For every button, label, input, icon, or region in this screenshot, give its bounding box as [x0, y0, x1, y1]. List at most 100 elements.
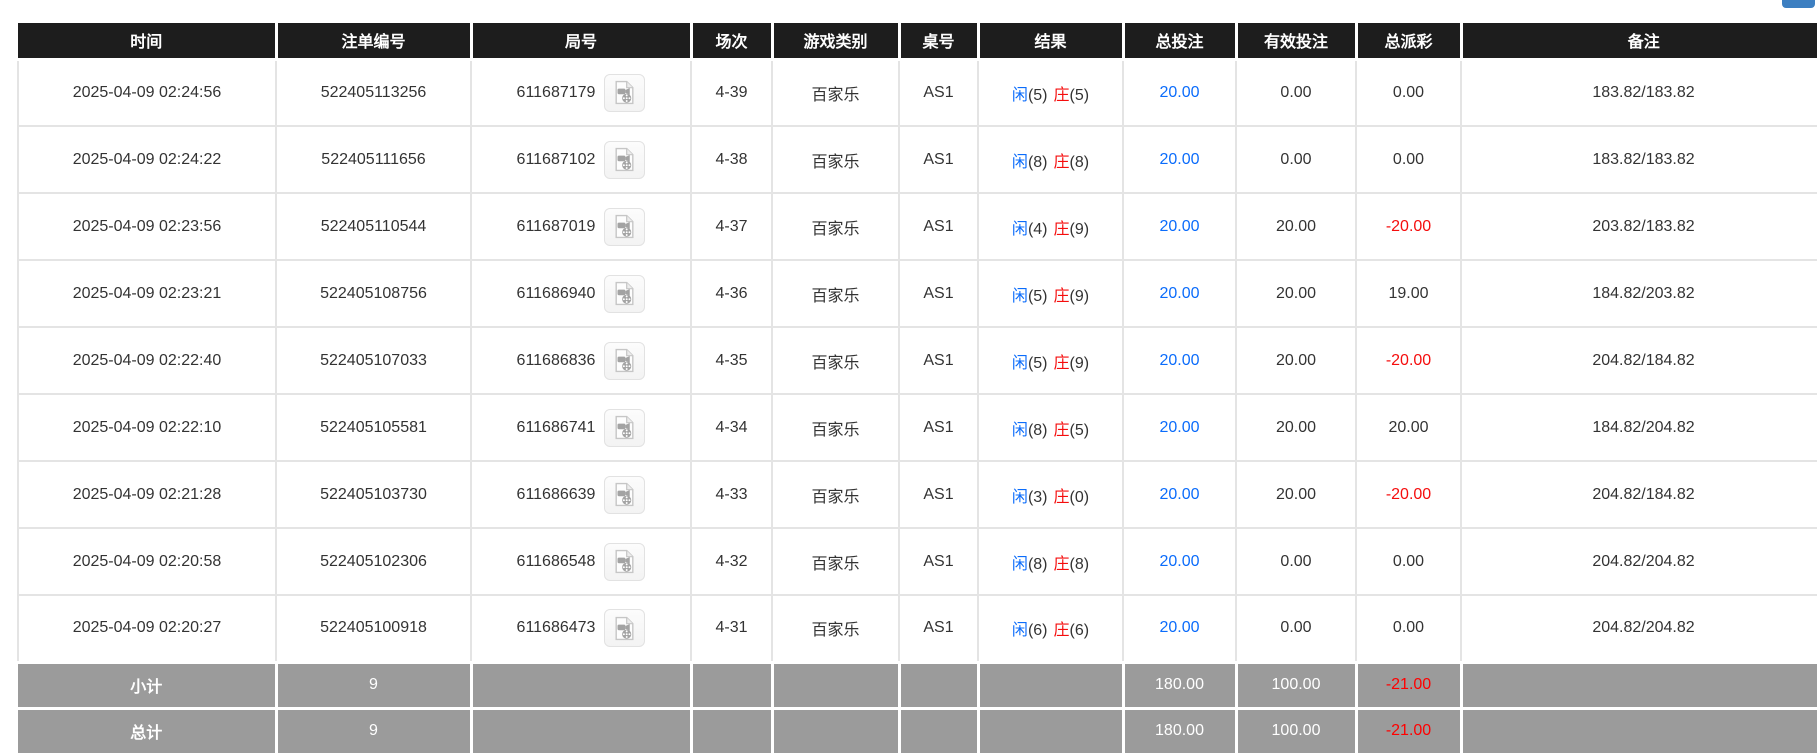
cell-remark: 204.82/184.82: [1461, 461, 1817, 529]
cell-table-no: AS1: [899, 461, 979, 529]
result-player-score: (4): [1027, 220, 1048, 238]
cell-result: 闲(5) 庄(5): [978, 59, 1124, 127]
cell-payout: 20.00: [1356, 394, 1462, 462]
round-number: 611686548: [516, 552, 596, 570]
cell-valid-bet: 0.00: [1236, 59, 1357, 127]
result-player-label: 闲: [1011, 488, 1028, 506]
cell-game-type: 百家乐: [772, 260, 900, 328]
video-replay-button[interactable]: [604, 207, 646, 246]
cell-valid-bet: 0.00: [1236, 528, 1357, 596]
round-number: 611687179: [516, 83, 596, 101]
result-player-label: 闲: [1011, 354, 1028, 372]
cell-valid-bet: 20.00: [1236, 461, 1357, 529]
cell-payout: 0.00: [1356, 59, 1462, 127]
cell-table-no: AS1: [899, 193, 979, 261]
cell-valid-bet: 0.00: [1236, 126, 1357, 194]
total-empty-game: [772, 706, 901, 756]
cell-valid-bet: 20.00: [1236, 394, 1357, 462]
cell-result: 闲(3) 庄(0): [978, 461, 1124, 529]
result-banker-label: 庄: [1053, 153, 1070, 171]
cell-session: 4-38: [691, 126, 773, 194]
subtotal-empty-remark: [1461, 660, 1817, 710]
header-round: 局号: [471, 23, 693, 61]
result-banker-label: 庄: [1053, 220, 1070, 238]
result-banker-score: (5): [1069, 421, 1090, 439]
cell-time: 2025-04-09 02:22:10: [17, 394, 277, 462]
table-header-row: 时间 注单编号 局号 场次 游戏类别 桌号 结果 总投注 有效投注 总派彩 备注: [18, 23, 1817, 61]
result-banker-label: 庄: [1053, 354, 1070, 372]
video-replay-button[interactable]: [604, 609, 646, 648]
cell-game-type: 百家乐: [772, 595, 900, 663]
round-number: 611686473: [516, 619, 596, 637]
result-player-score: (5): [1027, 354, 1048, 372]
subtotal-label: 小计: [18, 660, 278, 710]
cell-total-bet: 20.00: [1123, 59, 1237, 127]
cell-table-no: AS1: [899, 528, 979, 596]
table-row: 2025-04-09 02:24:56 522405113256 6116871…: [17, 59, 1817, 127]
cell-table-no: AS1: [899, 126, 979, 194]
result-banker-label: 庄: [1053, 421, 1070, 439]
cell-valid-bet: 20.00: [1236, 193, 1357, 261]
cell-remark: 204.82/204.82: [1461, 595, 1817, 663]
cell-result: 闲(8) 庄(8): [978, 528, 1124, 596]
result-banker-label: 庄: [1053, 555, 1070, 573]
cell-total-bet: 20.00: [1123, 327, 1237, 395]
result-banker-label: 庄: [1053, 86, 1070, 104]
cell-payout: 19.00: [1356, 260, 1462, 328]
result-player-label: 闲: [1011, 287, 1028, 305]
video-replay-button[interactable]: [604, 274, 646, 313]
total-empty-session: [691, 706, 774, 756]
header-bet-id: 注单编号: [276, 23, 473, 61]
subtotal-payout: -21.00: [1356, 660, 1463, 710]
cell-payout: 0.00: [1356, 595, 1462, 663]
table-row: 2025-04-09 02:23:56 522405110544 6116870…: [17, 193, 1817, 261]
cell-payout: -20.00: [1356, 327, 1462, 395]
result-player-score: (8): [1027, 421, 1048, 439]
cell-session: 4-34: [691, 394, 773, 462]
cell-round: 611687179: [471, 59, 692, 127]
video-replay-button[interactable]: [604, 140, 646, 179]
video-file-icon: [615, 616, 634, 640]
total-empty-result: [978, 706, 1125, 756]
subtotal-empty-session: [691, 660, 774, 710]
result-player-score: (3): [1027, 488, 1048, 506]
table-row: 2025-04-09 02:23:21 522405108756 6116869…: [17, 260, 1817, 328]
table-row: 2025-04-09 02:24:22 522405111656 6116871…: [17, 126, 1817, 194]
cell-remark: 183.82/183.82: [1461, 59, 1817, 127]
video-file-icon: [615, 348, 634, 373]
top-right-button[interactable]: [1782, 0, 1815, 8]
cell-round: 611687019: [471, 193, 692, 261]
video-replay-button[interactable]: [604, 73, 646, 112]
video-replay-button[interactable]: [604, 408, 646, 447]
cell-round: 611686473: [471, 595, 692, 663]
total-total-bet: 180.00: [1123, 706, 1238, 756]
header-game-type: 游戏类别: [772, 23, 901, 61]
cell-time: 2025-04-09 02:21:28: [17, 461, 277, 529]
cell-time: 2025-04-09 02:20:27: [17, 595, 277, 663]
cell-round: 611686741: [471, 394, 692, 462]
result-player-label: 闲: [1011, 555, 1028, 573]
total-row: 总计 9 180.00 100.00 -21.00: [18, 706, 1817, 756]
result-banker-label: 庄: [1053, 287, 1070, 305]
cell-total-bet: 20.00: [1123, 595, 1237, 663]
cell-round: 611686639: [471, 461, 692, 529]
cell-table-no: AS1: [899, 327, 979, 395]
cell-bet-id: 522405105581: [276, 394, 472, 462]
video-replay-button[interactable]: [604, 341, 646, 380]
cell-time: 2025-04-09 02:23:56: [17, 193, 277, 261]
cell-session: 4-35: [691, 327, 773, 395]
result-banker-score: (8): [1069, 153, 1090, 171]
video-replay-button[interactable]: [604, 475, 646, 514]
subtotal-empty-game: [772, 660, 901, 710]
cell-time: 2025-04-09 02:24:56: [17, 59, 277, 127]
result-banker-score: (8): [1069, 555, 1090, 573]
header-result: 结果: [978, 23, 1125, 61]
cell-round: 611686548: [471, 528, 692, 596]
table-row: 2025-04-09 02:22:10 522405105581 6116867…: [17, 394, 1817, 462]
cell-round: 611686836: [471, 327, 692, 395]
cell-bet-id: 522405100918: [276, 595, 472, 663]
result-banker-score: (6): [1069, 622, 1090, 640]
video-replay-button[interactable]: [604, 542, 646, 581]
cell-game-type: 百家乐: [772, 126, 900, 194]
cell-remark: 203.82/183.82: [1461, 193, 1817, 261]
